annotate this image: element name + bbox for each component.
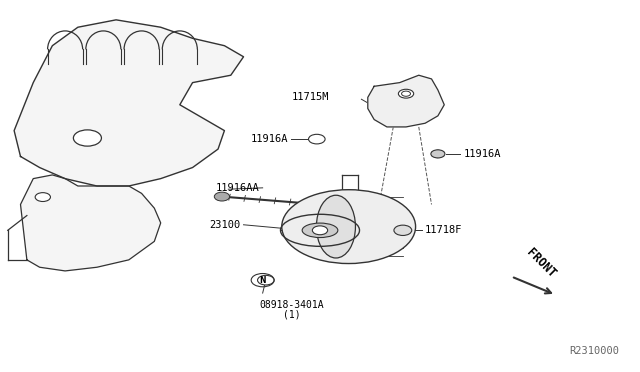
Text: 11916A: 11916A — [463, 149, 501, 159]
Text: 11718F: 11718F — [425, 225, 463, 235]
Ellipse shape — [302, 223, 338, 238]
Circle shape — [398, 89, 413, 98]
Circle shape — [308, 134, 325, 144]
Circle shape — [312, 226, 328, 235]
Text: 23100: 23100 — [209, 220, 241, 230]
Circle shape — [214, 192, 230, 201]
Circle shape — [74, 130, 101, 146]
Polygon shape — [20, 175, 161, 271]
Text: N: N — [259, 276, 266, 285]
Polygon shape — [14, 20, 244, 186]
Text: 11715M: 11715M — [292, 92, 330, 102]
Text: (1): (1) — [282, 310, 300, 320]
Text: FRONT: FRONT — [524, 246, 558, 281]
Circle shape — [35, 193, 51, 202]
Circle shape — [431, 150, 445, 158]
Text: 11916A: 11916A — [251, 134, 288, 144]
Circle shape — [257, 275, 274, 285]
Ellipse shape — [316, 195, 355, 258]
Text: 11916AA: 11916AA — [216, 183, 259, 193]
Polygon shape — [368, 75, 444, 127]
Text: R2310000: R2310000 — [570, 346, 620, 356]
Text: 08918-3401A: 08918-3401A — [259, 301, 324, 311]
Ellipse shape — [282, 190, 415, 263]
Circle shape — [394, 225, 412, 235]
